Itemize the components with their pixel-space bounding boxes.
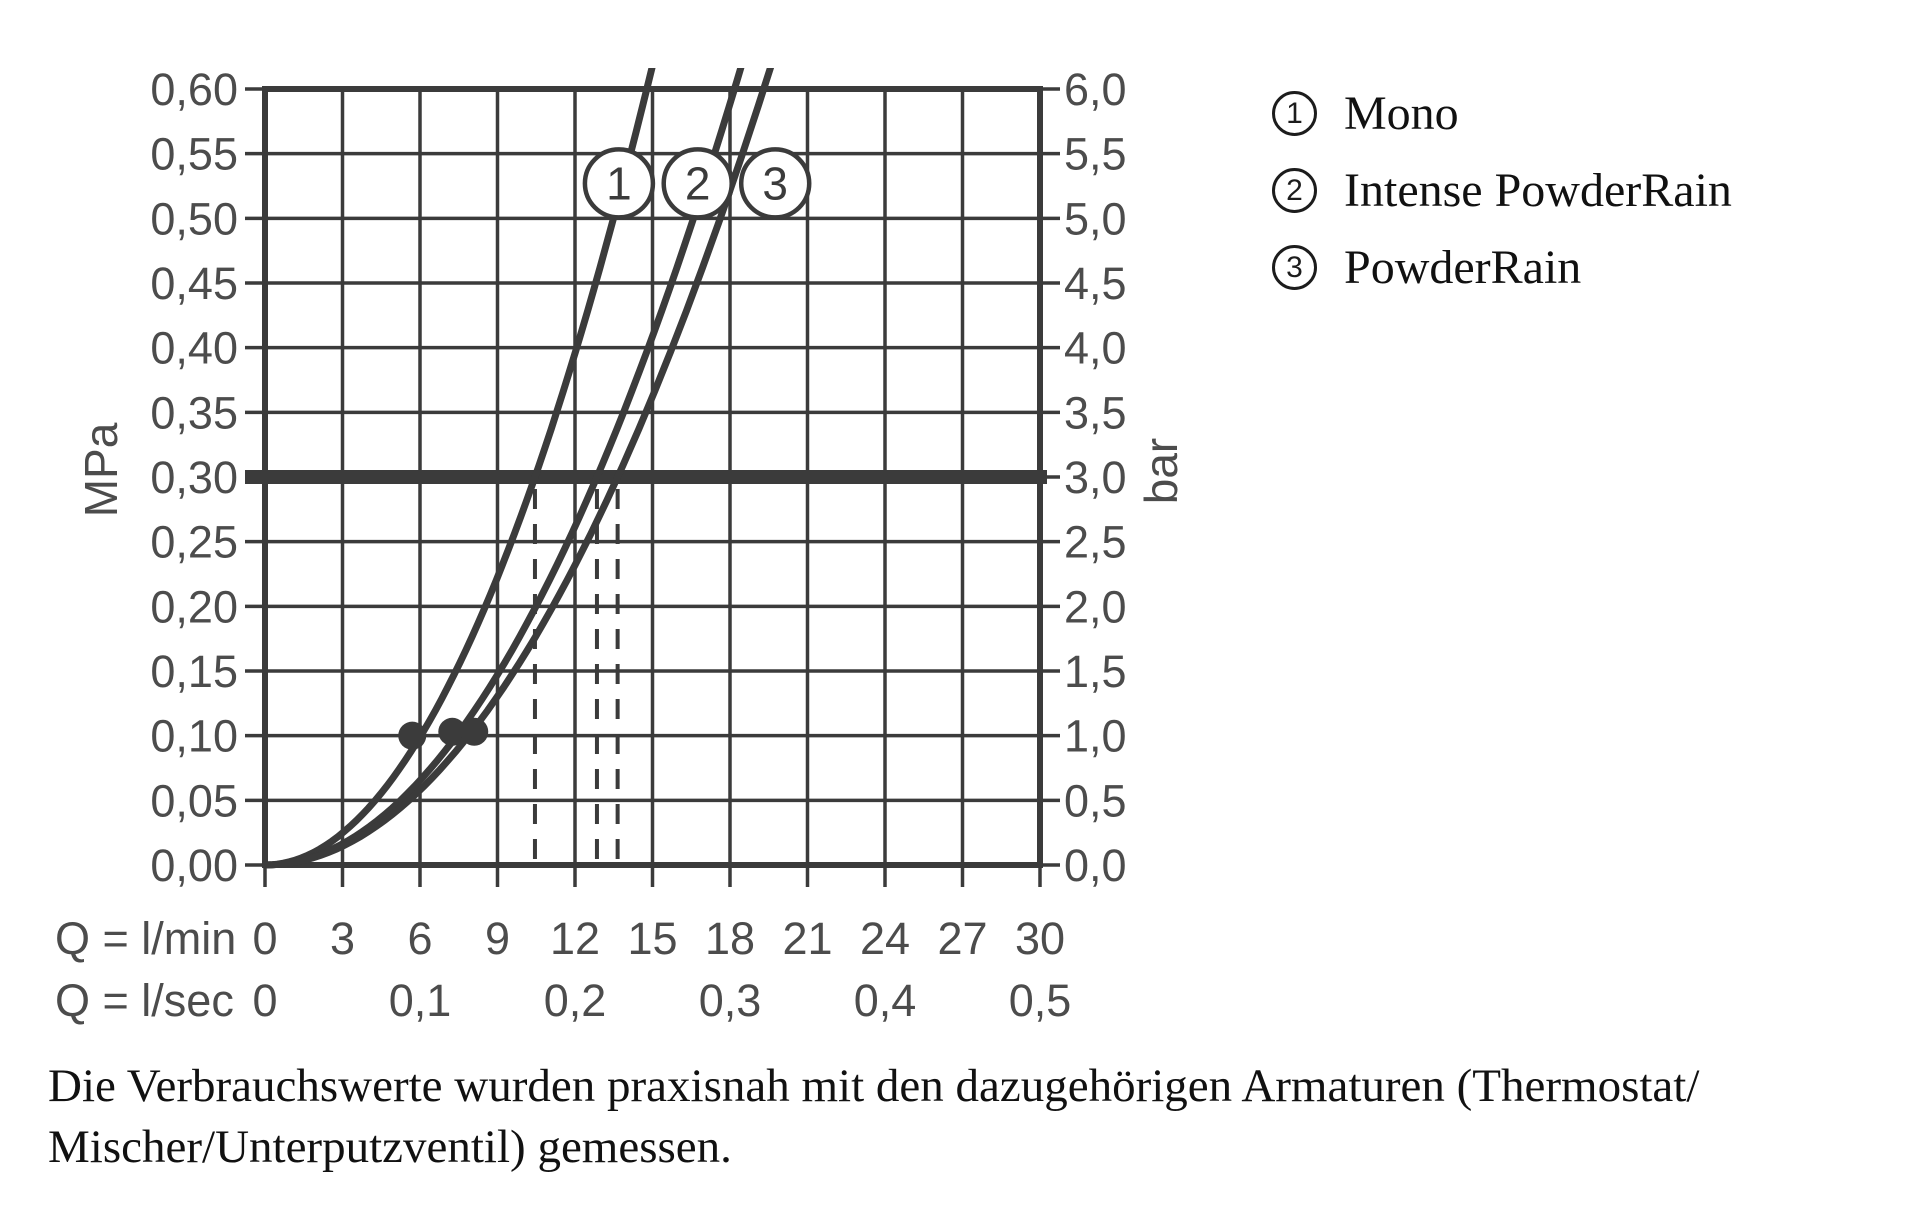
legend-circle-2-icon: 2 xyxy=(1272,167,1317,213)
legend-circle-3-icon: 3 xyxy=(1272,244,1317,290)
y-right-tick-label: 5,5 xyxy=(1064,129,1127,180)
flow-dot-1 xyxy=(398,721,427,750)
y-left-tick-label: 0,55 xyxy=(150,129,238,180)
y-right-tick-label: 2,5 xyxy=(1064,517,1127,568)
x-axis-row2-title: Q = l/sec xyxy=(55,975,234,1026)
curve-marker-number-3: 3 xyxy=(762,157,788,209)
y-left-tick-label: 0,10 xyxy=(150,711,238,762)
y-left-tick-label: 0,30 xyxy=(150,452,238,503)
y-right-tick-label: 0,0 xyxy=(1064,840,1127,891)
curve-marker-circle-2 xyxy=(661,147,734,220)
y-right-tick-label: 3,0 xyxy=(1064,452,1127,503)
y-left-tick-label: 0,15 xyxy=(150,646,238,697)
curves xyxy=(261,68,775,869)
curve-powderrain xyxy=(261,68,775,869)
y-right-tick-label: 5,0 xyxy=(1064,193,1127,244)
legend-circle-1-icon: 1 xyxy=(1272,90,1317,136)
y-right-tick-label: 1,5 xyxy=(1064,646,1127,697)
curve-marker-circle-3 xyxy=(738,147,812,220)
y-right-tick-label: 4,5 xyxy=(1064,258,1127,309)
flow-dot-2 xyxy=(438,717,467,746)
chart-legend: 1 Mono 2 Intense PowderRain 3 PowderRain xyxy=(1272,87,1732,322)
x-lsec-tick-label: 0,3 xyxy=(699,975,762,1026)
legend-label-intense-powderrain: Intense PowderRain xyxy=(1344,163,1732,217)
x-lmin-tick-label: 15 xyxy=(627,913,677,964)
x-lsec-tick-label: 0 xyxy=(252,975,277,1026)
x-lmin-tick-label: 18 xyxy=(705,913,755,964)
y-right-tick-label: 4,0 xyxy=(1064,323,1127,374)
x-lsec-tick-label: 0,1 xyxy=(389,975,452,1026)
curve-marker-number-1: 1 xyxy=(606,157,632,209)
y-left-tick-label: 0,20 xyxy=(150,581,238,632)
tick-marks xyxy=(245,87,1060,887)
y-left-tick-label: 0,50 xyxy=(150,193,238,244)
y-right-axis-title: bar xyxy=(1135,438,1187,504)
x-lsec-tick-label: 0,5 xyxy=(1009,975,1072,1026)
x-lsec-tick-label: 0,4 xyxy=(854,975,917,1026)
legend-item-intense-powderrain: 2 Intense PowderRain xyxy=(1272,164,1732,217)
x-lmin-tick-label: 12 xyxy=(550,913,600,964)
legend-label-powderrain: PowderRain xyxy=(1344,240,1582,294)
y-left-tick-label: 0,45 xyxy=(150,258,238,309)
y-right-tick-label: 2,0 xyxy=(1064,581,1127,632)
footnote: Die Verbrauchswerte wurden praxisnah mit… xyxy=(48,1056,1699,1178)
legend-item-powderrain: 3 PowderRain xyxy=(1272,241,1732,294)
x-lmin-tick-label: 30 xyxy=(1015,913,1065,964)
y-right-tick-label: 6,0 xyxy=(1064,64,1127,115)
y-left-axis-title: MPa xyxy=(75,422,127,517)
y-right-tick-label: 3,5 xyxy=(1064,387,1127,438)
curve-marker-number-2: 2 xyxy=(685,157,711,209)
x-lmin-tick-label: 27 xyxy=(937,913,987,964)
y-left-tick-label: 0,35 xyxy=(150,387,238,438)
x-lmin-tick-label: 21 xyxy=(782,913,832,964)
legend-label-mono: Mono xyxy=(1344,86,1459,140)
y-left-tick-label: 0,60 xyxy=(150,64,238,115)
footnote-line-2: Mischer/Unterputzventil) gemessen. xyxy=(48,1121,732,1173)
x-lsec-tick-label: 0,2 xyxy=(544,975,607,1026)
x-lmin-tick-label: 24 xyxy=(860,913,910,964)
x-lmin-tick-label: 0 xyxy=(252,913,277,964)
legend-item-mono: 1 Mono xyxy=(1272,87,1732,140)
y-left-tick-label: 0,05 xyxy=(150,775,238,826)
x-lmin-tick-label: 6 xyxy=(407,913,432,964)
footnote-line-1: Die Verbrauchswerte wurden praxisnah mit… xyxy=(48,1060,1700,1112)
x-axis-row1-title: Q = l/min xyxy=(55,913,236,964)
y-left-tick-label: 0,40 xyxy=(150,323,238,374)
flow-dot-3 xyxy=(460,717,489,746)
curve-marker-circle-1 xyxy=(582,147,656,220)
y-left-tick-label: 0,25 xyxy=(150,517,238,568)
x-lmin-tick-label: 9 xyxy=(485,913,510,964)
y-right-tick-label: 0,5 xyxy=(1064,775,1127,826)
y-left-tick-label: 0,00 xyxy=(150,840,238,891)
curve-mono xyxy=(261,68,656,869)
dashed-guides xyxy=(532,489,620,863)
x-lmin-tick-label: 3 xyxy=(330,913,355,964)
y-right-tick-label: 1,0 xyxy=(1064,711,1127,762)
